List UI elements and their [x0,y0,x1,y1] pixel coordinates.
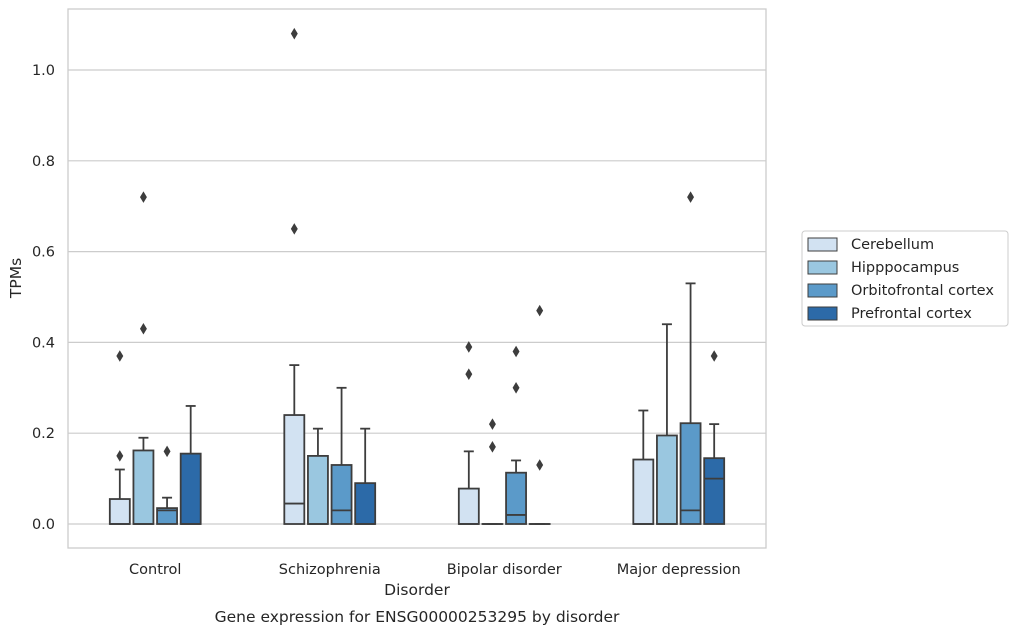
box [108,350,131,525]
iqr-box [457,487,480,525]
iqr-box [179,452,202,525]
iqr-box [156,507,178,525]
legend-label: Cerebellum [851,237,934,253]
legend-swatch [807,283,838,298]
box [330,386,353,525]
outlier-point [488,441,496,453]
series-prefrontal-cortex [179,304,726,525]
y-tick-label: 0.2 [32,426,55,442]
outlier-point [536,304,544,317]
outlier-point [139,191,147,203]
box [179,405,202,525]
box-series [108,27,726,525]
iqr-box [108,498,131,525]
y-axis-ticks: 0.0 0.2 0.4 0.6 0.8 1.0 [32,63,55,533]
series-cerebellum [108,27,655,525]
box [505,345,527,525]
box [457,341,480,525]
iqr-box [307,454,329,525]
x-tick-label: Bipolar disorder [447,562,562,578]
iqr-box [330,464,353,525]
box [679,191,702,525]
legend-swatch [807,306,838,321]
outlier-point [139,323,147,335]
x-axis-ticks: Control Schizophrenia Bipolar disorder Majo… [129,562,741,578]
iqr-box [632,458,655,525]
box [354,427,377,525]
outlier-point [488,418,496,430]
outlier-point [512,345,520,358]
box [528,304,551,525]
outlier-point [536,459,544,471]
legend-items: Cerebellum Hipppocampus Orbitofrontal cort… [807,237,994,322]
box [481,418,504,525]
iqr-box [656,434,678,525]
outlier-point [163,445,171,458]
outlier-point [710,350,718,362]
outlier-point [465,368,473,380]
x-axis-label: Disorder [384,581,450,599]
box [703,350,726,525]
iqr-box [132,449,155,525]
box [132,191,155,525]
x-tick-label: Schizophrenia [279,562,381,578]
outlier-point [290,27,298,40]
iqr-box [679,422,702,525]
y-tick-label: 0.8 [32,154,55,170]
iqr-box [283,414,306,525]
legend-label: Hipppocampus [851,260,959,276]
y-axis-label: TPMs [7,258,25,299]
outlier-point [465,341,473,353]
x-tick-label: Major depression [617,562,741,578]
box [283,27,306,525]
legend-swatch [807,237,838,252]
box [307,427,329,525]
box [656,323,678,525]
x-tick-label: Control [129,562,181,578]
legend-frame [801,230,1009,327]
plot-area-frame [67,8,767,549]
outlier-point [116,450,124,462]
series-orbitofrontal-cortex [156,191,702,525]
box [632,409,655,525]
y-tick-label: 0.6 [32,245,55,261]
y-tick-label: 1.0 [32,63,55,79]
series-hipppocampus [132,191,678,525]
iqr-box [703,457,726,525]
chart-title: Gene expression for ENSG00000253295 by d… [215,608,620,626]
legend: Cerebellum Hipppocampus Orbitofrontal cort… [801,230,1009,327]
legend-label: Orbitofrontal cortex [851,283,994,299]
outlier-point [687,191,695,203]
outlier-point [116,350,124,362]
outlier-point [512,382,520,394]
legend-swatch [807,260,838,275]
outlier-point [290,223,298,235]
y-tick-label: 0.0 [32,517,55,533]
y-tick-label: 0.4 [32,335,55,351]
iqr-box [505,471,527,525]
box [156,445,178,525]
iqr-box [354,482,377,525]
legend-label: Prefrontal cortex [851,306,972,322]
